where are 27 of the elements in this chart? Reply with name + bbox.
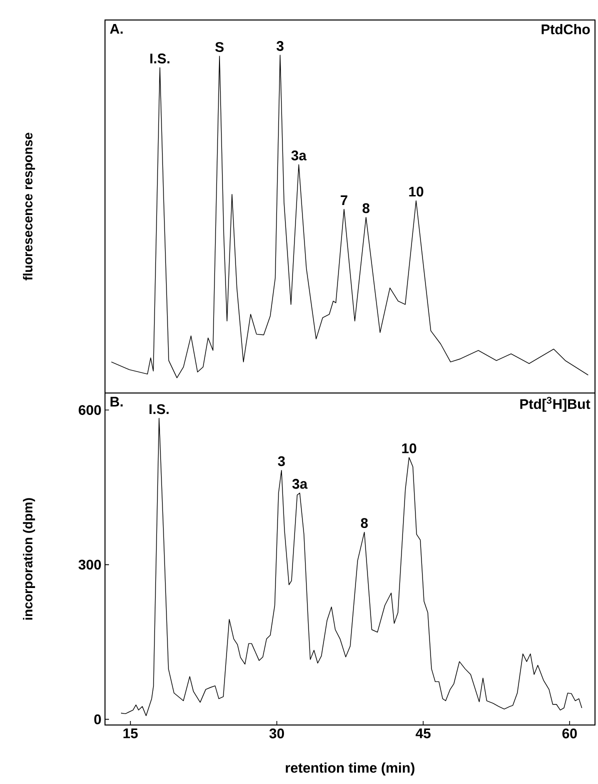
x-axis-title: retention time (min) [286,762,414,776]
annotation: 8 [360,518,368,528]
annotation: 3a [291,150,307,160]
annotation: 3 [276,41,284,51]
annotation: 3 [278,456,285,466]
chart-title: B. [110,396,123,406]
annotation: S [215,42,224,52]
annotation: 3a [292,478,308,489]
x-tick-label: 15 [124,728,138,738]
x-tick-label: 30 [269,728,284,738]
chart-subtitle: PtdCho [542,24,590,34]
line-series [120,418,582,716]
x-tick-label: 45 [416,728,431,738]
annotation: I.S. [150,404,169,414]
y-axis-title: incorporation (dpm) [22,498,36,620]
chart-title: A. [110,24,123,34]
x-tick-label: 60 [562,728,577,738]
annotation: 7 [340,195,348,206]
y-tick-label: 300 [78,560,101,570]
annotation: I.S. [150,54,170,64]
chart-subtitle: Ptd[$^{3}$H]But [520,396,590,412]
y-axis-title: fluoresecence response [22,132,36,280]
annotation: 10 [402,443,416,454]
annotation: 8 [362,203,370,214]
y-tick-label: 0 [94,714,101,724]
y-tick-label: 600 [78,405,101,415]
annotation: 10 [409,186,424,197]
